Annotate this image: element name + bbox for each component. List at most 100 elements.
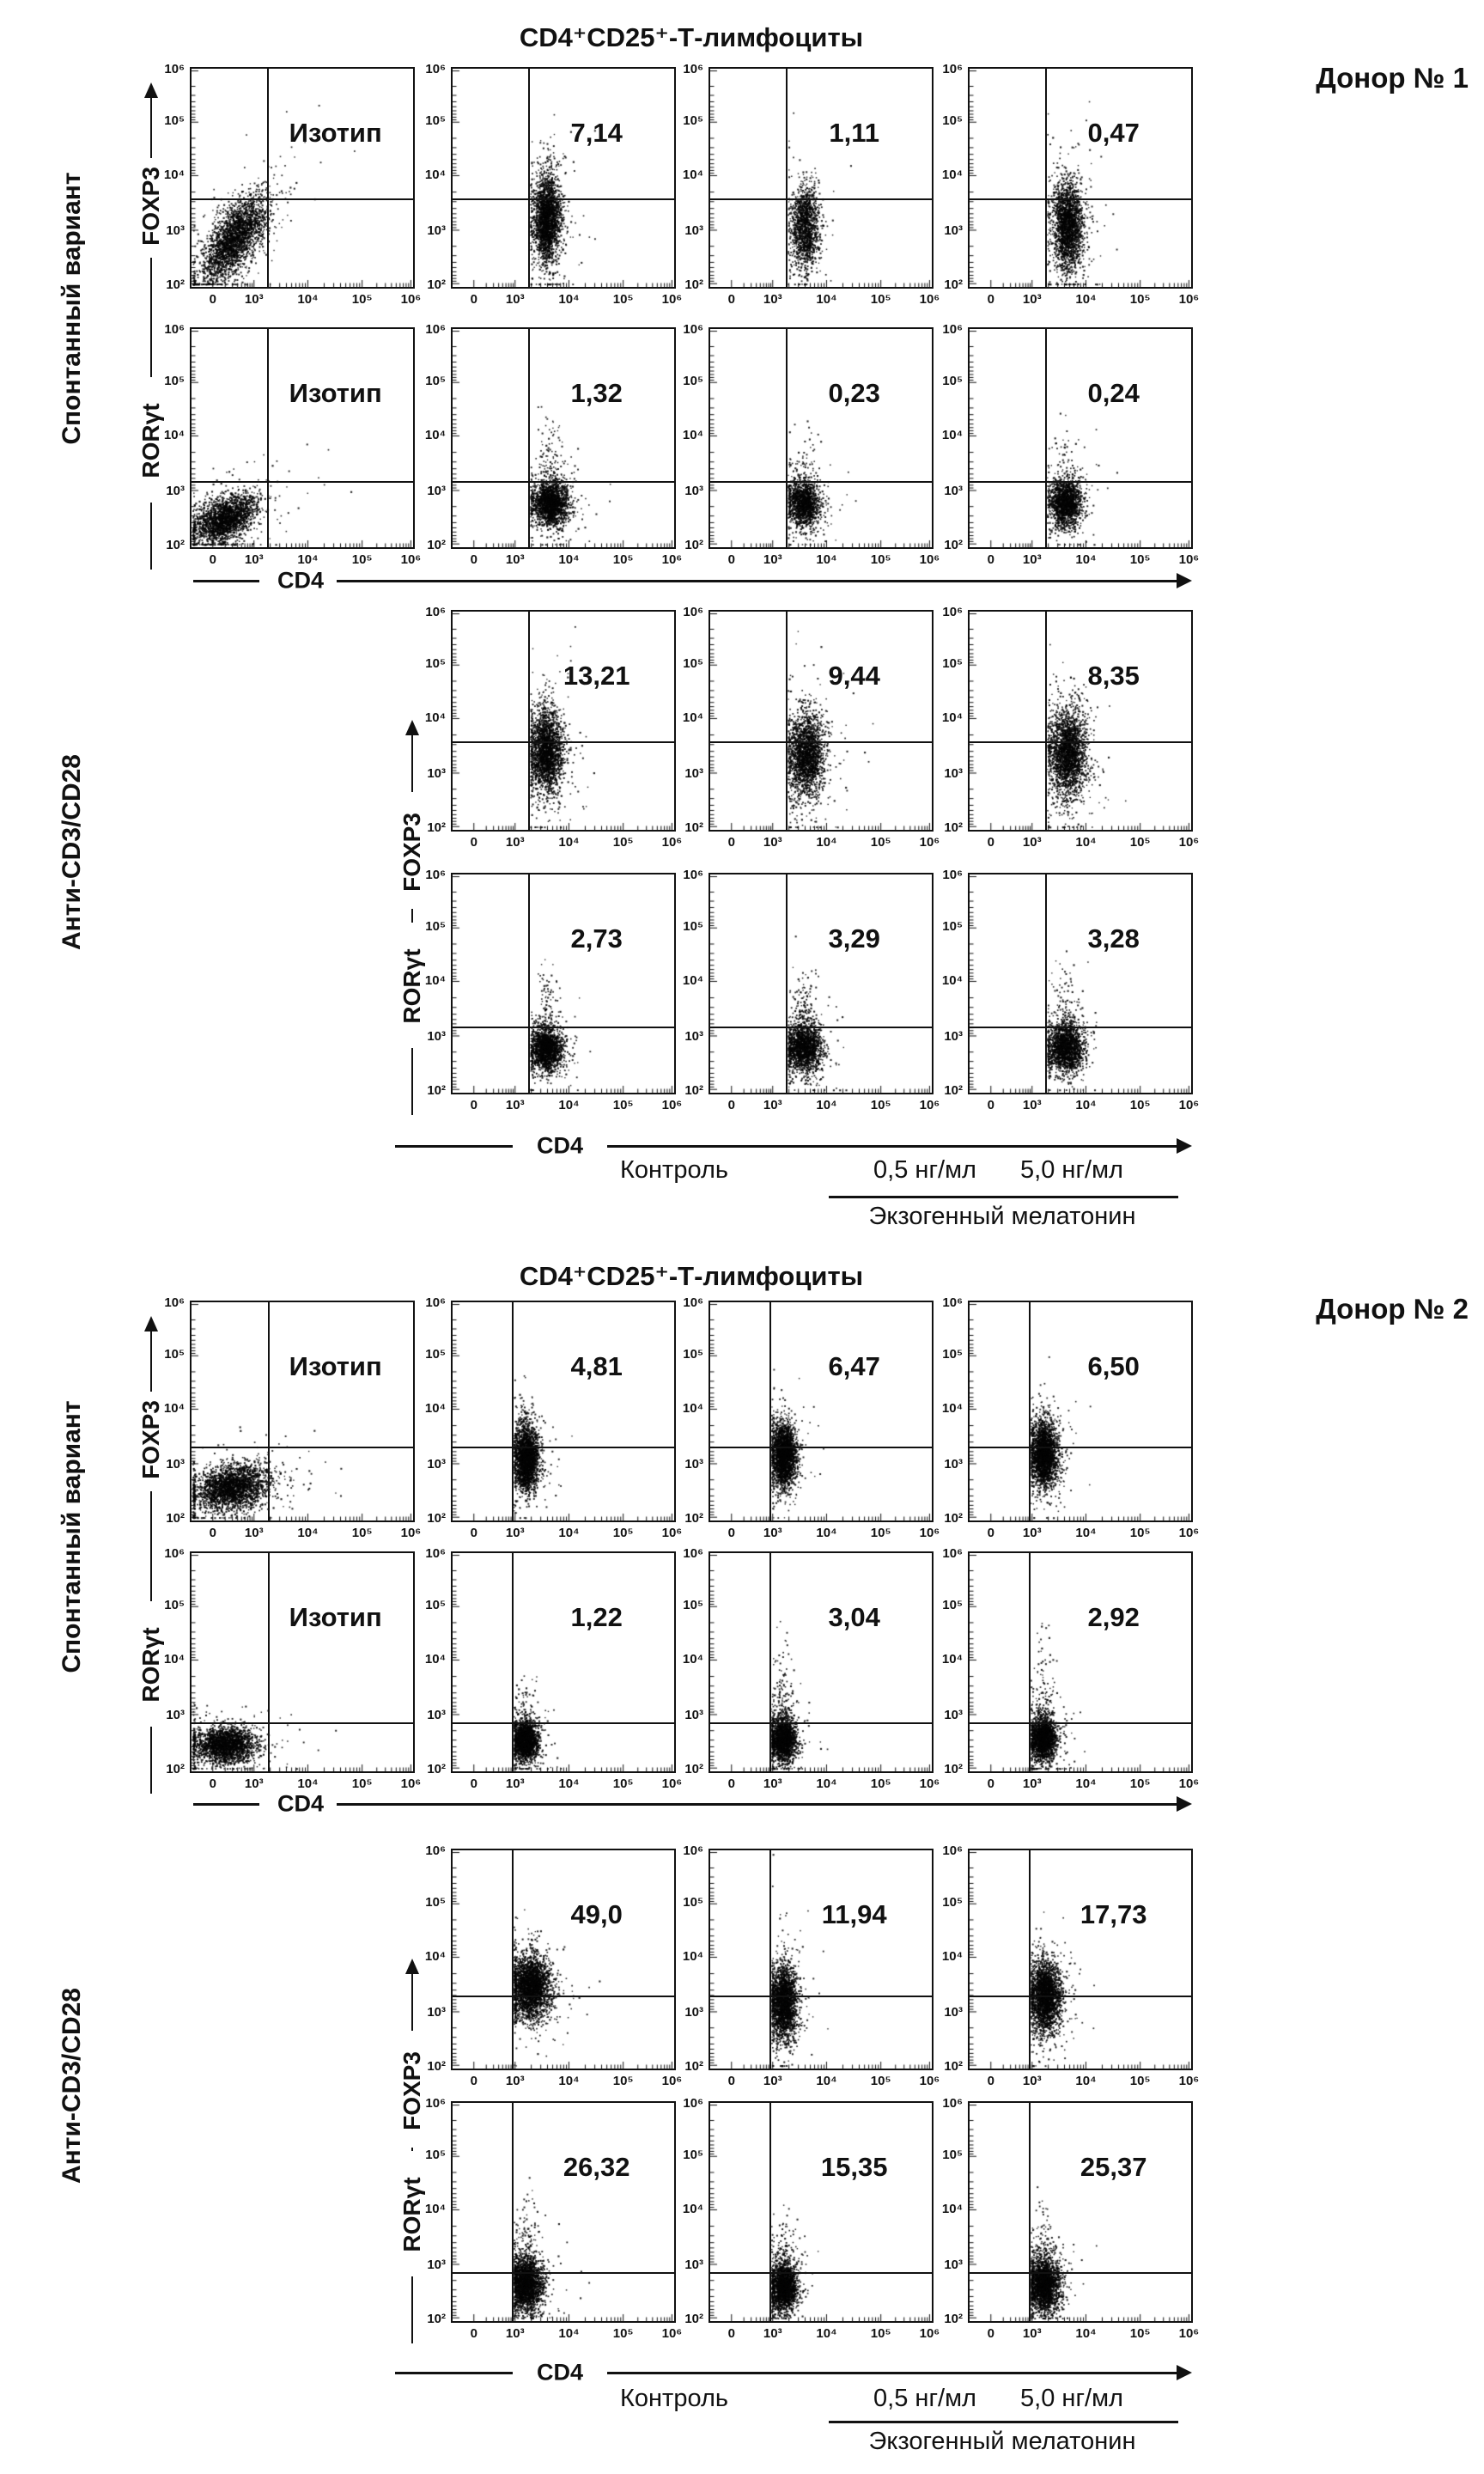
gate-vertical-line <box>511 1302 514 1520</box>
percent-label: 3,28 <box>1087 923 1140 954</box>
gate-horizontal-line <box>970 2272 1191 2275</box>
gate-horizontal-line <box>710 198 932 201</box>
gate-vertical-line <box>1045 612 1047 830</box>
y-tick-label: 10⁶ <box>425 867 446 882</box>
y-axis-line <box>411 2148 413 2151</box>
x-tick-label: 10⁴ <box>816 552 837 567</box>
x-tick-label: 10³ <box>505 2326 525 2341</box>
y-tick-label: 10³ <box>427 2257 446 2272</box>
y-tick-label: 10⁶ <box>164 1295 185 1310</box>
x-tick-label: 0 <box>727 1098 735 1112</box>
y-axis-line <box>150 258 152 377</box>
x-tick-label: 0 <box>727 2326 735 2341</box>
percent-label: 0,23 <box>828 377 880 408</box>
x-tick-label: 10⁴ <box>297 292 319 307</box>
scatter-dots-canvas <box>710 1553 932 1771</box>
y-tick-label: 10² <box>166 1762 185 1777</box>
y-tick-label: 10⁶ <box>942 604 963 619</box>
y-tick-label: 10⁶ <box>942 2095 963 2111</box>
x-tick-label: 10⁵ <box>1129 1098 1151 1112</box>
isotype-label: Изотип <box>289 1350 382 1381</box>
x-tick-label: 0 <box>987 835 994 850</box>
x-tick-label: 0 <box>470 1776 477 1791</box>
x-tick-label: 10⁵ <box>612 292 634 307</box>
y-tick-label: 10⁴ <box>682 1949 703 1965</box>
percent-label: 11,94 <box>821 1898 887 1929</box>
y-axis-arrow-line <box>150 1330 152 1392</box>
y-tick-label: 10⁶ <box>683 1545 703 1561</box>
y-tick-label: 10² <box>427 1083 446 1099</box>
y-tick-label: 10⁵ <box>683 2148 703 2163</box>
y-tick-label: 10³ <box>427 1456 446 1472</box>
x-tick-label: 10⁶ <box>400 552 422 567</box>
y-tick-label: 10⁶ <box>425 2095 446 2111</box>
gate-vertical-line <box>267 69 269 287</box>
scatter-dots-canvas <box>970 329 1191 547</box>
y-tick-label: 10² <box>684 1083 703 1099</box>
gate-vertical-line <box>528 612 530 830</box>
isotype-label: Изотип <box>289 377 382 408</box>
y-axis-arrow-icon <box>405 1959 419 1974</box>
x-tick-label: 0 <box>470 1526 477 1540</box>
y-tick-label: 10² <box>166 538 185 553</box>
percent-label: 6,47 <box>828 1350 880 1381</box>
group-label: Спонтанный вариант <box>58 171 86 445</box>
x-tick-label: 0 <box>727 835 735 850</box>
percent-label: 26,32 <box>563 2151 630 2182</box>
y-tick-label: 10⁶ <box>942 1843 963 1858</box>
percent-label: 1,11 <box>829 117 879 148</box>
x-tick-label: 10⁴ <box>297 1526 319 1540</box>
y-tick-label: 10⁵ <box>942 2148 963 2163</box>
x-tick-label: 10⁵ <box>1129 2326 1151 2341</box>
x-tick-label: 10⁵ <box>612 1526 634 1540</box>
scatter-dots-canvas <box>453 612 674 830</box>
percent-label: 2,73 <box>570 923 623 954</box>
x-axis-line <box>193 580 259 582</box>
x-tick-label: 0 <box>727 1526 735 1540</box>
x-tick-label: 0 <box>209 1776 216 1791</box>
y-tick-label: 10⁴ <box>424 428 446 443</box>
gate-vertical-line <box>268 1302 271 1520</box>
percent-label: 1,32 <box>570 377 623 408</box>
y-tick-label: 10³ <box>944 2257 963 2272</box>
x-tick-label: 0 <box>987 2074 994 2088</box>
y-tick-label: 10⁶ <box>425 1545 446 1561</box>
x-tick-label: 10³ <box>244 552 264 567</box>
y-tick-label: 10² <box>944 2059 963 2075</box>
y-tick-label: 10⁶ <box>683 1295 703 1310</box>
x-tick-label: 0 <box>470 1098 477 1112</box>
x-tick-label: 0 <box>727 552 735 567</box>
y-tick-label: 10⁴ <box>682 973 703 989</box>
y-tick-label: 10⁶ <box>942 61 963 76</box>
x-tick-label: 10³ <box>763 835 782 850</box>
y-tick-label: 10⁵ <box>425 113 446 129</box>
gate-vertical-line <box>1028 1553 1031 1771</box>
gate-horizontal-line <box>453 480 674 483</box>
y-tick-label: 10⁴ <box>941 973 963 989</box>
y-tick-label: 10² <box>684 277 703 293</box>
gate-vertical-line <box>528 329 530 547</box>
y-tick-label: 10⁶ <box>683 604 703 619</box>
x-tick-label: 10⁶ <box>1178 835 1200 850</box>
x-tick-label: 0 <box>209 552 216 567</box>
x-tick-label: 10⁵ <box>870 1098 891 1112</box>
y-tick-label: 10⁴ <box>424 1652 446 1667</box>
y-tick-label: 10⁵ <box>425 656 446 672</box>
gate-horizontal-line <box>192 198 413 201</box>
x-tick-label: 10⁴ <box>1075 552 1097 567</box>
y-tick-label: 10⁵ <box>683 1598 703 1613</box>
y-tick-label: 10³ <box>427 765 446 781</box>
y-tick-label: 10³ <box>944 1707 963 1722</box>
y-axis-line <box>150 1727 152 1794</box>
y-tick-label: 10² <box>684 2312 703 2327</box>
scatter-dots-canvas <box>710 329 932 547</box>
x-tick-label: 0 <box>987 292 994 307</box>
x-tick-label: 10³ <box>244 1526 264 1540</box>
x-tick-label: 0 <box>987 1098 994 1112</box>
scatter-dots-canvas <box>970 1850 1191 2069</box>
x-tick-label: 10³ <box>505 835 525 850</box>
x-tick-label: 0 <box>727 1776 735 1791</box>
y-tick-label: 10² <box>684 1762 703 1777</box>
scatter-dots-canvas <box>970 874 1191 1093</box>
